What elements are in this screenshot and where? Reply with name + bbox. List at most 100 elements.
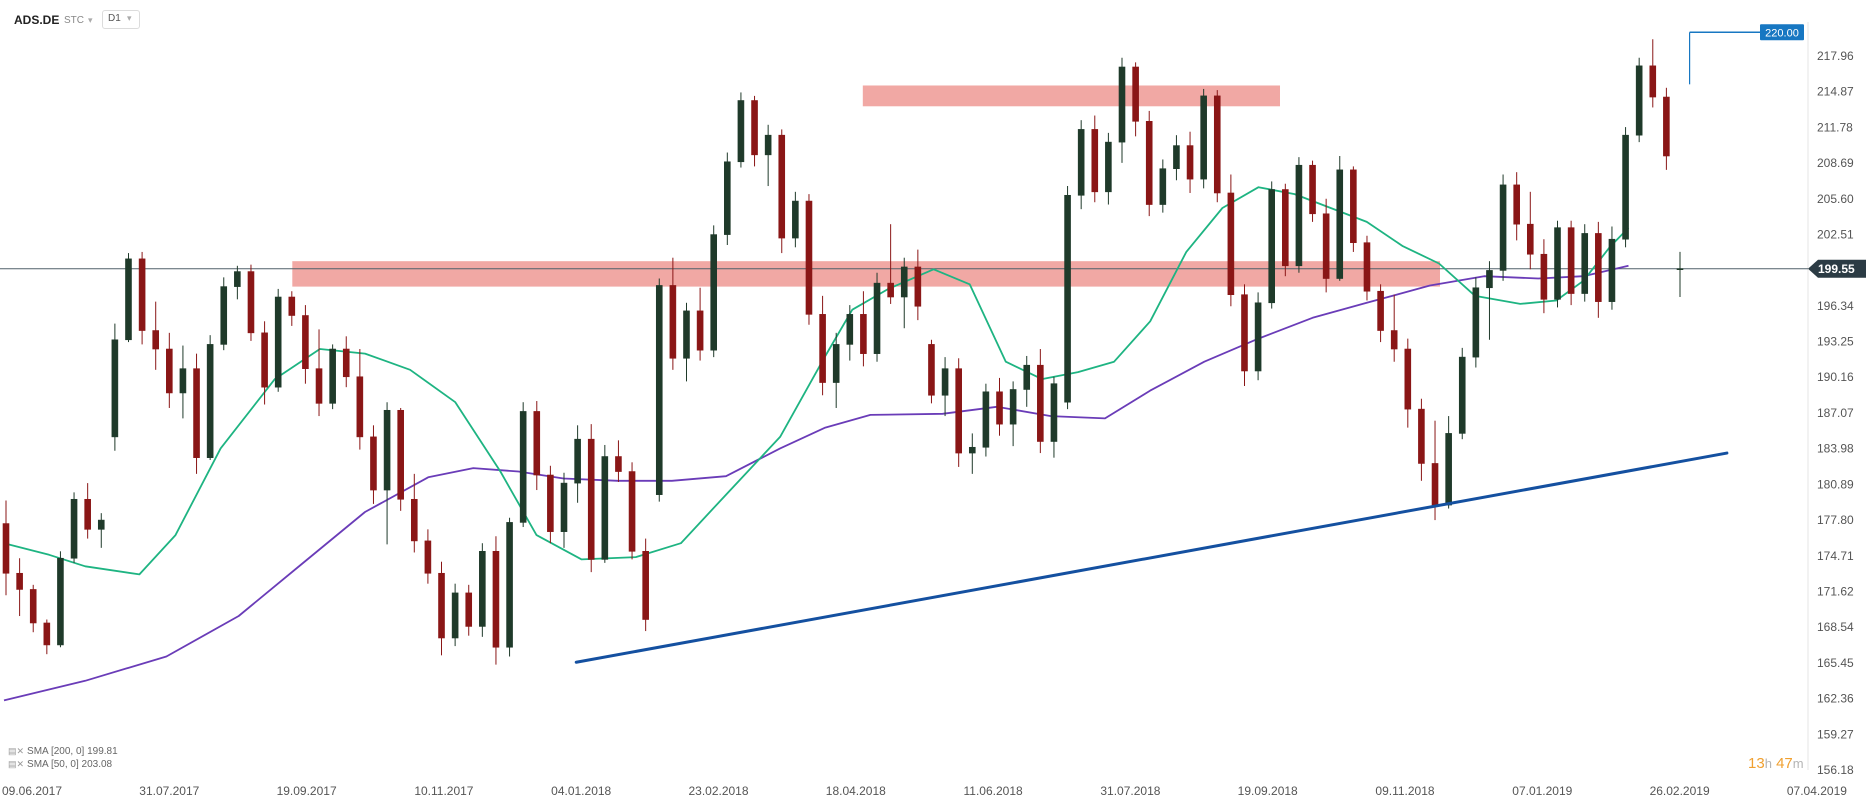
candle-body bbox=[1336, 169, 1344, 279]
chart-type-selector[interactable]: STC bbox=[64, 15, 84, 26]
y-tick-label: 205.60 bbox=[1817, 192, 1854, 206]
x-tick-label: 23.02.2018 bbox=[688, 784, 748, 798]
candle bbox=[1132, 62, 1139, 137]
candle bbox=[315, 329, 323, 417]
candle-body bbox=[1322, 213, 1330, 279]
candle-body bbox=[179, 368, 187, 394]
candle-body bbox=[125, 258, 132, 341]
legend-sma200-label: SMA [200, 0] 199.81 bbox=[27, 746, 118, 757]
candle-body bbox=[724, 161, 731, 235]
candle bbox=[1023, 355, 1031, 407]
candle-body bbox=[506, 522, 513, 648]
candle-body bbox=[1472, 287, 1480, 358]
candle bbox=[16, 558, 23, 617]
candle-body bbox=[383, 409, 391, 491]
candle-body bbox=[424, 540, 432, 574]
candle-body bbox=[683, 310, 690, 359]
chevron-down-icon: ▾ bbox=[127, 13, 132, 23]
candle-body bbox=[805, 200, 813, 315]
candle bbox=[628, 462, 636, 560]
y-tick-label: 187.07 bbox=[1817, 406, 1854, 420]
candle bbox=[179, 345, 187, 419]
candle-body bbox=[152, 330, 160, 350]
candle bbox=[669, 257, 677, 370]
x-tick-label: 09.11.2018 bbox=[1375, 784, 1434, 798]
candle bbox=[1350, 166, 1357, 252]
candle bbox=[792, 191, 799, 248]
candle-body bbox=[1037, 364, 1044, 442]
x-tick-label: 18.04.2018 bbox=[826, 784, 886, 798]
candle-body bbox=[1145, 121, 1153, 205]
candle-body bbox=[832, 344, 840, 383]
y-tick-label: 202.51 bbox=[1817, 227, 1854, 241]
candle-body bbox=[1554, 227, 1561, 300]
candle-body bbox=[1213, 95, 1221, 194]
candle-body bbox=[1282, 189, 1289, 267]
candle bbox=[737, 92, 745, 168]
candle bbox=[261, 321, 268, 405]
candle bbox=[206, 335, 214, 460]
candle bbox=[1064, 186, 1071, 410]
candle bbox=[1458, 347, 1466, 440]
candle bbox=[1186, 131, 1194, 193]
countdown-minutes-unit: m bbox=[1792, 756, 1804, 771]
candle-body bbox=[206, 344, 214, 458]
candle bbox=[152, 301, 160, 370]
indicator-settings-icon[interactable]: ▤✕ bbox=[8, 746, 25, 756]
candle bbox=[342, 336, 350, 388]
candle bbox=[125, 253, 132, 343]
candle bbox=[533, 401, 541, 491]
candle bbox=[1581, 224, 1589, 302]
candle bbox=[1254, 292, 1262, 381]
candle-body bbox=[533, 411, 541, 476]
candle-body bbox=[1486, 270, 1493, 289]
candle-body bbox=[764, 134, 772, 156]
candle-body bbox=[356, 376, 364, 438]
legend-sma50[interactable]: ▤✕ SMA [50, 0] 203.08 bbox=[8, 759, 112, 770]
candle-body bbox=[1513, 184, 1520, 225]
candle bbox=[1390, 294, 1398, 362]
candle bbox=[1213, 90, 1221, 203]
candle bbox=[1676, 251, 1684, 298]
candle-body bbox=[16, 572, 23, 590]
candle bbox=[479, 543, 486, 637]
candle bbox=[247, 264, 255, 341]
timeframe-dropdown[interactable]: D1 ▾ bbox=[102, 10, 140, 29]
resistance-zone bbox=[862, 85, 1280, 107]
candle bbox=[1309, 160, 1316, 222]
candle-body bbox=[696, 310, 704, 351]
candle bbox=[900, 257, 908, 329]
candle bbox=[1404, 338, 1412, 428]
candle bbox=[887, 224, 894, 304]
symbol-label[interactable]: ADS.DE bbox=[14, 13, 60, 27]
candle bbox=[615, 440, 622, 482]
candle bbox=[1526, 191, 1534, 270]
candle bbox=[1363, 235, 1371, 301]
candle-body bbox=[1009, 389, 1017, 425]
candle-body bbox=[737, 100, 745, 163]
candle-body bbox=[1390, 330, 1398, 350]
candle bbox=[234, 265, 241, 300]
candle bbox=[410, 473, 418, 553]
x-tick-label: 31.07.2018 bbox=[1100, 784, 1160, 798]
candle-body bbox=[1064, 194, 1071, 403]
candle bbox=[1077, 120, 1085, 210]
candle-body bbox=[1200, 95, 1207, 180]
candle bbox=[506, 517, 513, 657]
x-tick-label: 19.09.2018 bbox=[1238, 784, 1298, 798]
candle bbox=[1663, 87, 1670, 170]
indicator-settings-icon[interactable]: ▤✕ bbox=[8, 759, 25, 769]
candle-body bbox=[1458, 356, 1466, 434]
candle bbox=[724, 152, 731, 245]
countdown-minutes: 47 bbox=[1776, 755, 1793, 772]
candle-body bbox=[1635, 65, 1643, 136]
candle bbox=[764, 124, 772, 187]
chevron-down-icon[interactable]: ▾ bbox=[88, 15, 93, 25]
legend-sma200[interactable]: ▤✕ SMA [200, 0] 199.81 bbox=[8, 746, 118, 757]
candle-body bbox=[601, 456, 609, 560]
candle-body bbox=[1050, 383, 1058, 442]
candle bbox=[1050, 376, 1058, 458]
candle bbox=[1268, 181, 1276, 309]
candle-body bbox=[234, 271, 241, 287]
